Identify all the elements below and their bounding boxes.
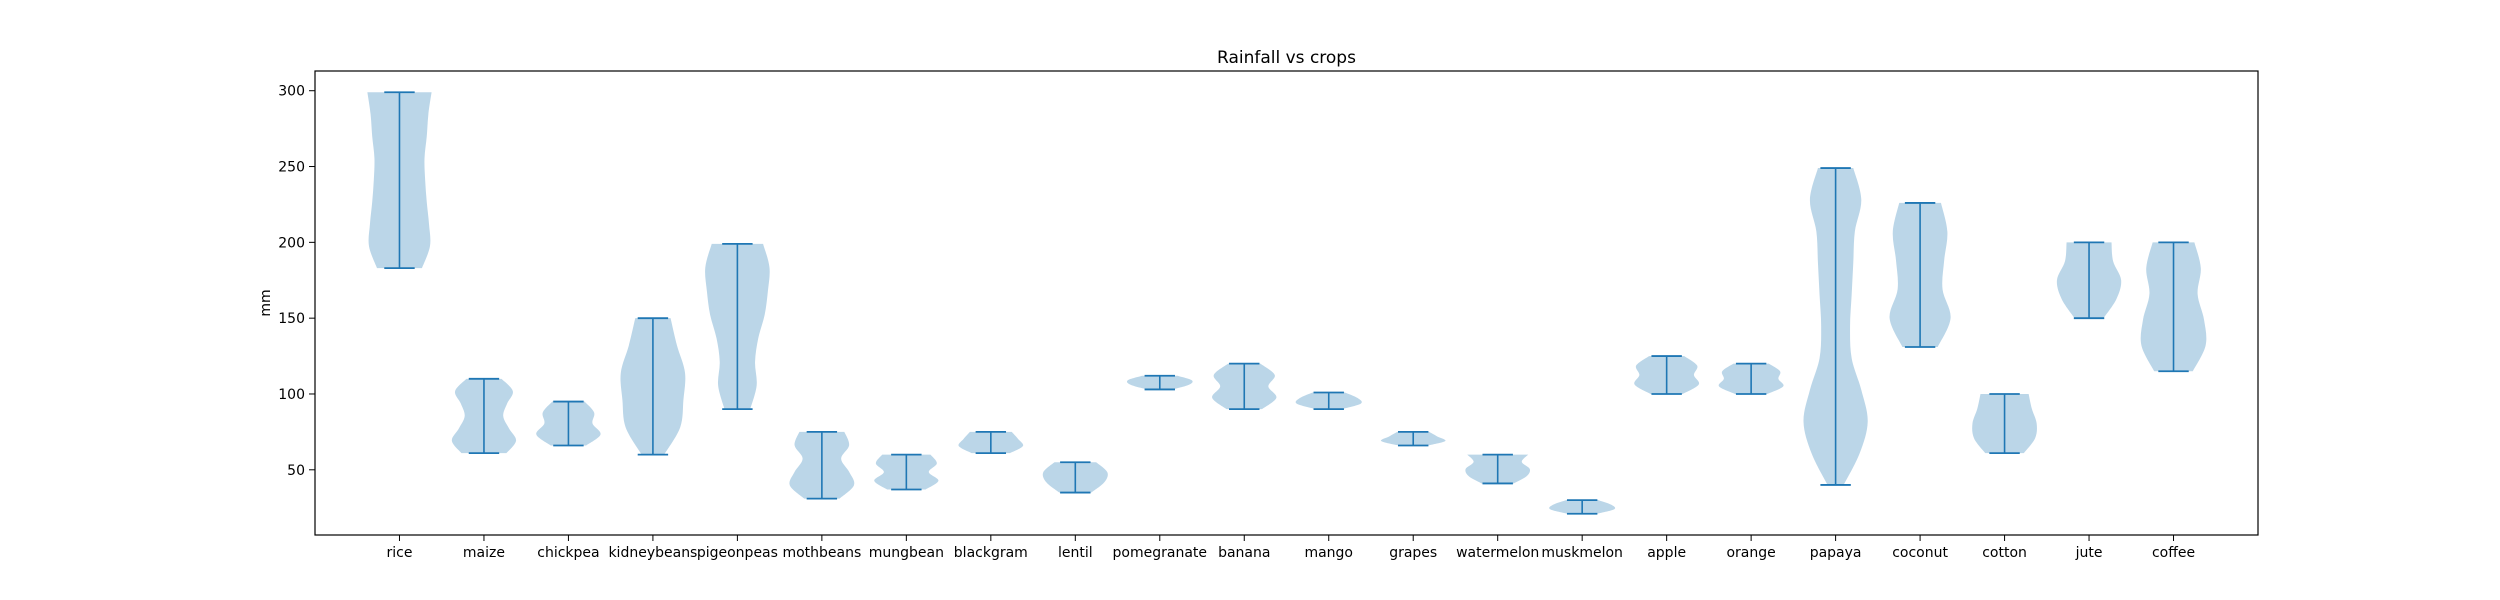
x-tick-label: pomegranate (1113, 545, 1207, 561)
y-tick-label: 150 (278, 311, 305, 327)
x-tick-label: muskmelon (1541, 545, 1623, 561)
x-tick-label: banana (1218, 545, 1270, 561)
y-tick-label: 200 (278, 235, 305, 251)
x-tick-label: mothbeans (782, 545, 861, 561)
x-tick-label: coffee (2152, 545, 2195, 561)
x-tick-label: mungbean (869, 545, 944, 561)
x-tick-label: blackgram (954, 545, 1028, 561)
y-tick-label: 250 (278, 160, 305, 176)
x-tick-label: apple (1647, 545, 1686, 561)
y-ticks: 50 100 150 200 250 300 (278, 84, 315, 479)
y-tick-label: 300 (278, 84, 305, 100)
x-ticks: rice maize chickpea kidneybeans pigeonpeas mo… (386, 535, 2195, 561)
x-tick-label: jute (2075, 545, 2103, 561)
x-tick-label: rice (386, 545, 412, 561)
y-axis-label: mm (258, 289, 274, 316)
x-tick-label: chickpea (537, 545, 599, 561)
y-tick-label: 100 (278, 387, 305, 403)
x-tick-label: orange (1726, 545, 1775, 561)
x-tick-label: grapes (1389, 545, 1437, 561)
x-tick-label: kidneybeans (608, 545, 697, 561)
x-tick-label: lentil (1058, 545, 1093, 561)
x-tick-label: papaya (1810, 545, 1862, 561)
x-tick-label: pigeonpeas (697, 545, 778, 561)
x-tick-label: cotton (1982, 545, 2027, 561)
y-tick-label: 50 (287, 463, 305, 479)
x-tick-label: watermelon (1456, 545, 1539, 561)
violins (367, 91, 2207, 515)
x-tick-label: maize (463, 545, 505, 561)
x-tick-label: coconut (1892, 545, 1948, 561)
chart-title: Rainfall vs crops (1217, 48, 1356, 68)
x-tick-label: mango (1304, 545, 1353, 561)
plot-frame (314, 70, 2259, 536)
